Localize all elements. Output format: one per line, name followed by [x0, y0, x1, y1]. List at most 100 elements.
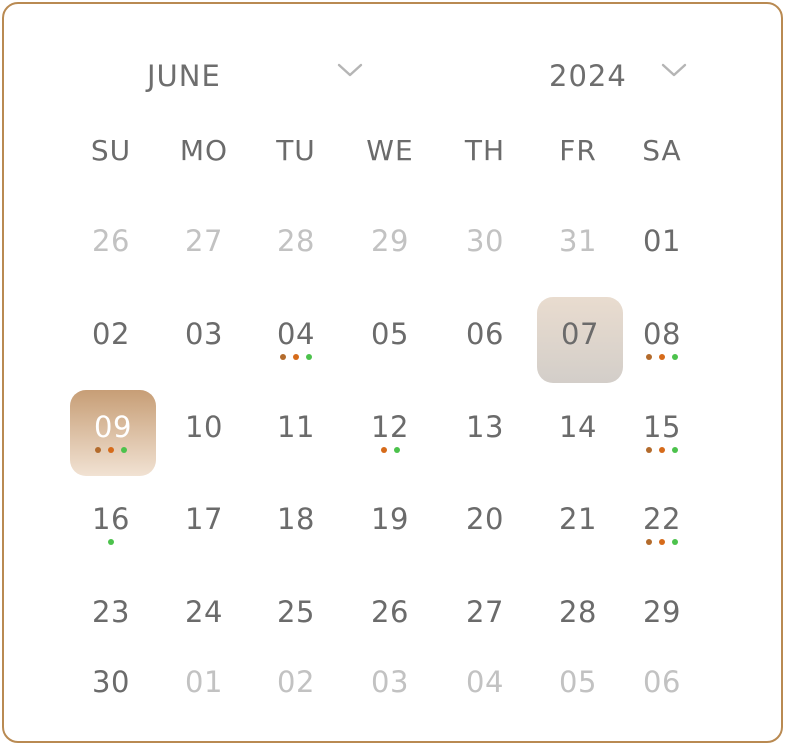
day-cell[interactable]: 29 — [350, 213, 430, 269]
day-label: 15 — [643, 410, 681, 444]
weekday-sa: SA — [642, 133, 682, 167]
day-cell[interactable]: 19 — [350, 491, 430, 547]
day-cell[interactable]: 06 — [445, 306, 525, 362]
day-cell[interactable]: 05 — [538, 654, 618, 710]
day-label: 12 — [371, 410, 409, 444]
day-label: 05 — [559, 665, 597, 699]
day-cell[interactable]: 18 — [256, 491, 336, 547]
day-label: 31 — [559, 224, 597, 258]
day-label: 01 — [643, 224, 681, 258]
day-label: 09 — [94, 410, 132, 444]
day-cell[interactable]: 01 — [622, 213, 702, 269]
day-cell[interactable]: 14 — [538, 399, 618, 455]
event-dot — [659, 447, 665, 453]
event-dots — [646, 447, 678, 453]
day-cell[interactable]: 02 — [256, 654, 336, 710]
day-cell[interactable]: 03 — [350, 654, 430, 710]
day-cell[interactable]: 28 — [256, 213, 336, 269]
day-cell-selected[interactable]: 09 — [70, 390, 156, 476]
event-dot — [280, 354, 286, 360]
event-dots — [95, 447, 127, 453]
event-dot — [672, 354, 678, 360]
day-label: 27 — [185, 224, 223, 258]
month-value: JUNE — [147, 59, 221, 93]
event-dot — [306, 354, 312, 360]
day-cell[interactable]: 28 — [538, 584, 618, 640]
weekday-mo: MO — [179, 133, 229, 167]
day-label: 04 — [277, 317, 315, 351]
day-cell[interactable]: 06 — [622, 654, 702, 710]
day-cell[interactable]: 26 — [71, 213, 151, 269]
day-cell[interactable]: 04 — [256, 306, 336, 362]
day-label: 03 — [371, 665, 409, 699]
day-label: 28 — [277, 224, 315, 258]
month-select[interactable]: JUNE — [147, 54, 367, 98]
day-cell[interactable]: 31 — [538, 213, 618, 269]
day-cell[interactable]: 20 — [445, 491, 525, 547]
day-cell[interactable]: 27 — [164, 213, 244, 269]
event-dots — [646, 354, 678, 360]
chevron-down-icon[interactable] — [337, 62, 363, 78]
day-cell[interactable]: 04 — [445, 654, 525, 710]
day-label: 02 — [277, 665, 315, 699]
event-dot — [646, 447, 652, 453]
day-cell[interactable]: 22 — [622, 491, 702, 547]
day-cell[interactable]: 02 — [71, 306, 151, 362]
day-label: 20 — [466, 502, 504, 536]
day-label: 16 — [92, 502, 130, 536]
day-cell[interactable]: 23 — [71, 584, 151, 640]
day-label: 23 — [92, 595, 130, 629]
chevron-down-icon[interactable] — [661, 62, 687, 78]
weekday-th: TH — [464, 133, 506, 167]
event-dots — [280, 354, 312, 360]
event-dot — [108, 447, 114, 453]
event-dots — [108, 539, 114, 545]
day-cell[interactable]: 24 — [164, 584, 244, 640]
weekday-su: SU — [90, 133, 132, 167]
day-label: 08 — [643, 317, 681, 351]
day-label: 04 — [466, 665, 504, 699]
event-dot — [672, 539, 678, 545]
day-label: 26 — [371, 595, 409, 629]
day-cell[interactable]: 13 — [445, 399, 525, 455]
event-dot — [121, 447, 127, 453]
day-cell[interactable]: 27 — [445, 584, 525, 640]
day-cell[interactable]: 30 — [445, 213, 525, 269]
event-dot — [95, 447, 101, 453]
day-label: 13 — [466, 410, 504, 444]
day-cell[interactable]: 25 — [256, 584, 336, 640]
year-select[interactable]: 2024 — [549, 54, 694, 98]
day-cell[interactable]: 05 — [350, 306, 430, 362]
day-cell[interactable]: 01 — [164, 654, 244, 710]
year-value: 2024 — [549, 59, 627, 93]
day-label: 21 — [559, 502, 597, 536]
weekday-tu: TU — [276, 133, 316, 167]
day-cell[interactable]: 11 — [256, 399, 336, 455]
day-cell[interactable]: 21 — [538, 491, 618, 547]
day-label: 27 — [466, 595, 504, 629]
day-label: 02 — [92, 317, 130, 351]
day-cell[interactable]: 29 — [622, 584, 702, 640]
day-label: 05 — [371, 317, 409, 351]
event-dots — [646, 539, 678, 545]
day-label: 11 — [277, 410, 315, 444]
event-dot — [646, 539, 652, 545]
day-label: 28 — [559, 595, 597, 629]
weekday-fr: FR — [559, 133, 597, 167]
day-cell[interactable]: 26 — [350, 584, 430, 640]
day-cell[interactable]: 12 — [350, 399, 430, 455]
event-dot — [293, 354, 299, 360]
event-dots — [380, 447, 400, 453]
day-label: 30 — [466, 224, 504, 258]
day-cell[interactable]: 30 — [71, 654, 151, 710]
day-label: 24 — [185, 595, 223, 629]
day-label: 26 — [92, 224, 130, 258]
day-cell[interactable]: 10 — [164, 399, 244, 455]
day-cell[interactable]: 03 — [164, 306, 244, 362]
day-cell[interactable]: 08 — [622, 306, 702, 362]
day-label: 25 — [277, 595, 315, 629]
day-cell[interactable]: 16 — [71, 491, 151, 547]
day-cell[interactable]: 15 — [622, 399, 702, 455]
day-cell[interactable]: 17 — [164, 491, 244, 547]
day-cell-today[interactable]: 07 — [537, 297, 623, 383]
